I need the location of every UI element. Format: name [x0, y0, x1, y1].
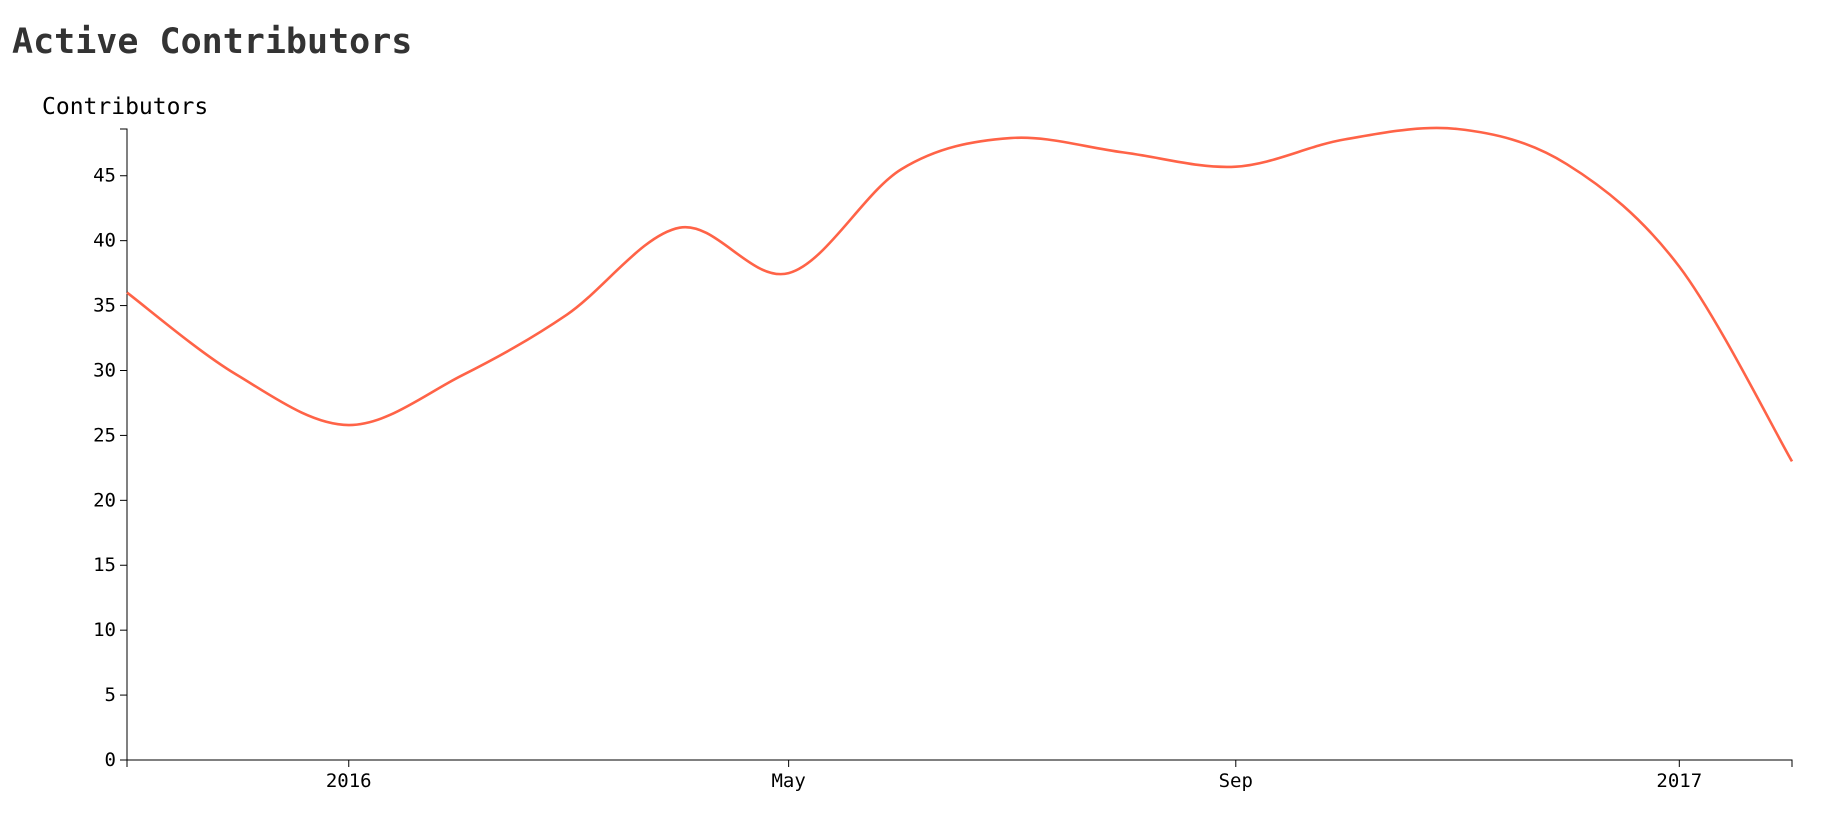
y-axis-title: Contributors [42, 94, 208, 120]
y-tick-label: 30 [93, 359, 116, 381]
x-axis-line [126, 759, 1793, 767]
x-tick-label: May [771, 770, 805, 792]
y-tick-label: 5 [105, 684, 116, 706]
chart-title: Active Contributors [12, 22, 413, 62]
y-tick-label: 10 [93, 619, 116, 641]
series-line [126, 126, 1794, 463]
y-tick-label: 35 [93, 295, 116, 317]
y-tick-label: 25 [93, 424, 116, 446]
y-tick-label: 45 [93, 165, 116, 187]
y-tick-label: 20 [93, 489, 116, 511]
y-tick-label: 15 [93, 554, 116, 576]
y-axis-line [120, 128, 128, 761]
x-tick-label: Sep [1219, 770, 1253, 792]
x-tick-label: 2016 [326, 770, 372, 792]
x-tick-label: 2017 [1656, 770, 1702, 792]
axes: 0 5 10 15 20 25 30 35 40 45 2016 May Sep 2017 [93, 128, 1793, 792]
y-tick-label: 40 [93, 230, 116, 252]
y-tick-label: 0 [105, 749, 116, 771]
